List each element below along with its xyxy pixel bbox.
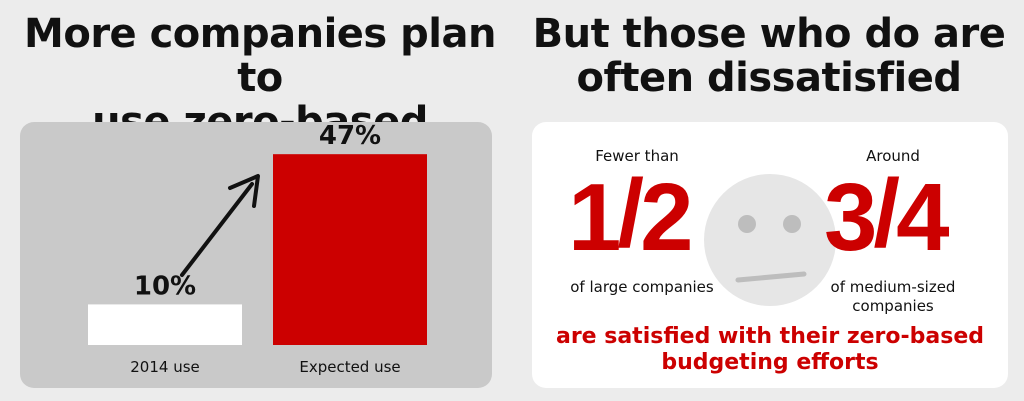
category-label: 2014 use bbox=[130, 358, 200, 376]
neutral-face-icon bbox=[704, 174, 836, 306]
one-half-fraction: 1/2 bbox=[568, 166, 693, 266]
fraction-denominator: 2 bbox=[640, 164, 693, 271]
medium-companies-label: of medium-sized companies bbox=[818, 278, 968, 316]
satisfied-note-line1: are satisfied with their zero-based bbox=[555, 324, 985, 349]
fewer-than-label: Fewer than bbox=[595, 147, 679, 165]
fraction-numerator: 3 bbox=[824, 164, 877, 271]
fraction-numerator: 1 bbox=[568, 164, 621, 271]
fraction-denominator: 4 bbox=[896, 164, 949, 271]
medium-companies-line1: of medium-sized bbox=[830, 278, 956, 296]
bar-1 bbox=[88, 304, 242, 345]
fraction-slash: / bbox=[873, 160, 900, 267]
left-heading-line1: More companies plan to bbox=[24, 11, 496, 101]
satisfied-note: are satisfied with their zero-based budg… bbox=[552, 324, 988, 376]
right-heading-line2: often dissatisfied bbox=[576, 55, 962, 101]
large-companies-label: of large companies bbox=[570, 278, 714, 296]
arrow-up-right-icon bbox=[180, 174, 260, 277]
bar-2 bbox=[273, 154, 427, 345]
category-label: Expected use bbox=[299, 358, 400, 376]
fraction-slash: / bbox=[617, 160, 644, 267]
three-quarters-fraction: 3/4 bbox=[824, 166, 949, 266]
value-label: 47% bbox=[319, 122, 381, 151]
right-heading-line1: But those who do are bbox=[532, 11, 1006, 57]
right-heading: But those who do are often dissatisfied bbox=[524, 12, 1014, 100]
around-label: Around bbox=[866, 147, 920, 165]
bar-chart: 10% 47% 2014 use Expected use bbox=[88, 122, 427, 376]
bar-chart-panel: 10% 47% 2014 use Expected use bbox=[20, 122, 492, 388]
satisfaction-panel: Fewer than 1/2 of large companies Around… bbox=[532, 122, 1008, 388]
satisfied-note-line2: budgeting efforts bbox=[661, 350, 879, 375]
medium-companies-line2: companies bbox=[852, 297, 934, 315]
value-label: 10% bbox=[134, 271, 196, 301]
